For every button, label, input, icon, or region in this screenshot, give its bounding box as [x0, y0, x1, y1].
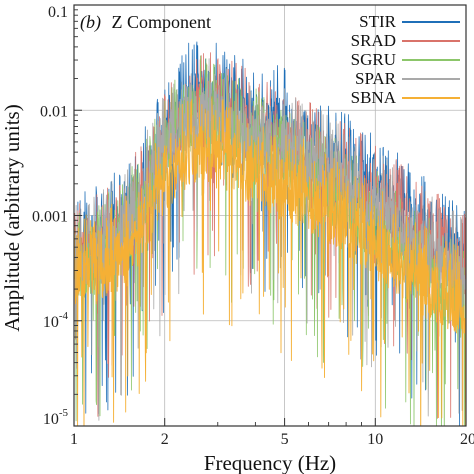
legend-label-stir: STIR [359, 12, 397, 31]
y-tick-exponent: -5 [59, 407, 69, 419]
y-tick-label: 10-5 [43, 407, 69, 428]
legend-label-spar: SPAR [355, 69, 397, 88]
y-tick-label: 10-4 [43, 310, 69, 331]
chart-title: Z Component [112, 12, 212, 32]
y-axis-title: Amplitude (arbitrary units) [0, 104, 24, 331]
series-line-sbna [74, 96, 466, 426]
y-tick-base: 10 [43, 314, 59, 331]
x-tick-labels: 1 2 5 10 20 [70, 431, 474, 448]
axis-ticks [73, 4, 467, 427]
y-tick-label: 0.001 [32, 209, 68, 226]
x-tick-label: 5 [281, 431, 289, 448]
legend-label-srad: SRAD [351, 31, 396, 50]
x-tick-label: 2 [161, 431, 169, 448]
y-tick-label: 0.01 [40, 103, 68, 120]
panel-title: (b) Z Component [80, 12, 211, 33]
x-tick-label: 1 [70, 431, 78, 448]
series-line-spar [74, 58, 466, 421]
y-tick-base: 10 [43, 411, 59, 428]
legend-label-sbna: SBNA [351, 88, 397, 107]
y-tick-exponent: -4 [59, 310, 69, 322]
x-tick-label: 20 [460, 431, 474, 448]
legend-label-sgru: SGRU [351, 50, 396, 69]
series-group [74, 41, 466, 426]
x-axis-title: Frequency (Hz) [204, 451, 336, 474]
y-tick-label: 0.1 [48, 4, 68, 21]
x-tick-label: 10 [367, 431, 383, 448]
panel-label: (b) [80, 12, 101, 33]
